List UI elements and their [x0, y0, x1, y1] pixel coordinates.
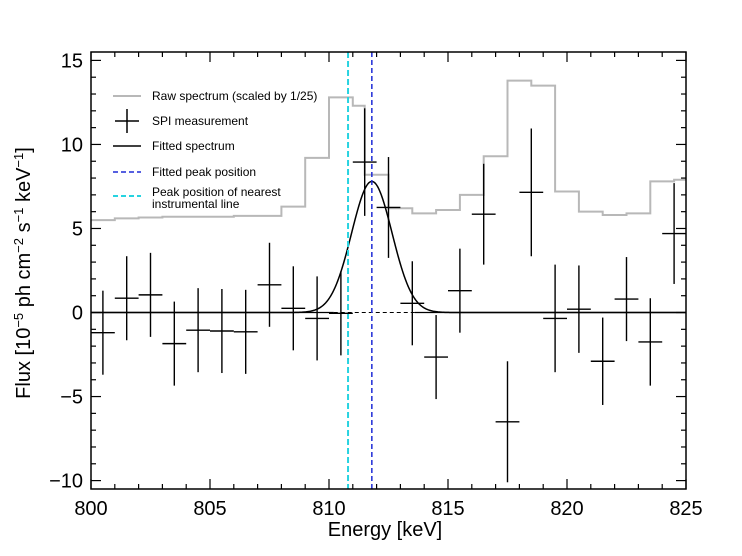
- spi-point-5: [210, 288, 234, 374]
- y-label-sup-5: −1: [11, 208, 26, 223]
- spi-point-6: [233, 289, 258, 374]
- y-axis-label: Flux [10−5 ph cm−2 s−1 keV−1]: [11, 147, 35, 399]
- spi-point-0: [91, 290, 115, 375]
- y-tick-label: 15: [61, 50, 83, 72]
- spi-point-16: [471, 163, 496, 265]
- spi-point-19: [543, 264, 567, 373]
- legend-fit-label: Fitted spectrum: [152, 139, 235, 153]
- spi-point-11: [352, 108, 377, 216]
- y-tick-label: 10: [61, 134, 83, 156]
- spi-point-10: [329, 271, 353, 356]
- spi-point-7: [257, 242, 282, 327]
- spi-point-15: [448, 248, 472, 333]
- y-tick-label: 0: [72, 303, 83, 325]
- y-tick-label: −10: [49, 471, 83, 493]
- plot-frame: [90, 51, 687, 490]
- x-tick-label: 815: [431, 498, 464, 520]
- spi-point-21: [590, 317, 615, 405]
- legend-raw-label: Raw spectrum (scaled by 1/25): [152, 89, 317, 103]
- spi-point-20: [567, 265, 591, 353]
- spi-point-18: [519, 128, 544, 257]
- legend-spi-swatch: [115, 109, 139, 133]
- x-axis-label: Energy [keV]: [328, 519, 443, 541]
- y-label-part-6: keV: [13, 167, 35, 208]
- legend: Raw spectrum (scaled by 1/25) SPI measur…: [113, 89, 317, 211]
- spi-point-2: [138, 252, 163, 337]
- x-tick-label: 825: [669, 498, 702, 520]
- x-tick-label: 820: [550, 498, 583, 520]
- spi-point-8: [281, 266, 306, 351]
- y-tick-label: −5: [60, 387, 83, 409]
- legend-peak-label: Fitted peak position: [152, 165, 256, 179]
- plot-area: [91, 52, 686, 489]
- y-label-sup-7: −1: [11, 153, 26, 168]
- y-label-part-8: ]: [13, 147, 35, 153]
- y-label-sup-1: −5: [11, 313, 26, 328]
- spi-point-1: [114, 256, 139, 341]
- y-tick-label: 5: [72, 218, 83, 240]
- raw-spectrum-line: [91, 79, 686, 222]
- y-label-part-0: Flux [10: [13, 328, 35, 399]
- spi-point-14: [424, 315, 448, 400]
- spi-point-3: [162, 301, 187, 386]
- spi-point-4: [186, 288, 210, 373]
- spi-point-24: [662, 183, 686, 284]
- spi-point-22: [614, 257, 639, 342]
- x-tick-label: 810: [312, 498, 345, 520]
- y-label-part-4: s: [13, 222, 35, 238]
- y-label-sup-3: −2: [11, 238, 26, 253]
- x-tick-label: 805: [193, 498, 226, 520]
- legend-spi-label: SPI measurement: [152, 114, 249, 128]
- spi-point-12: [376, 157, 401, 258]
- x-tick-label: 800: [74, 498, 107, 520]
- spi-point-9: [305, 276, 329, 361]
- spi-point-13: [400, 261, 425, 346]
- legend-instrumental-label-1: Peak position of nearest: [152, 185, 281, 199]
- spi-point-17: [495, 361, 520, 483]
- legend-instrumental-label-2: instrumental line: [152, 197, 240, 211]
- y-label-part-2: ph cm: [13, 253, 35, 313]
- spi-point-23: [638, 298, 663, 386]
